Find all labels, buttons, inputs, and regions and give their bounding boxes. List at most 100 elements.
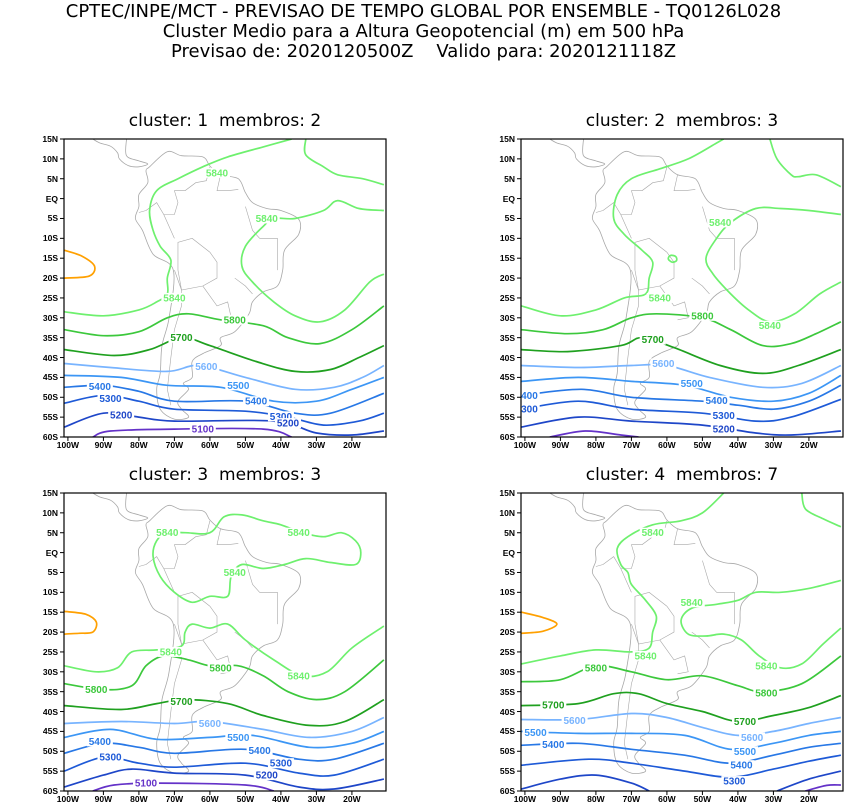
contour-label-background: [225, 732, 252, 743]
longitude-tick-label: 80W: [587, 440, 605, 450]
contour-label-background: [246, 745, 273, 756]
contour-line-5840: [521, 139, 725, 317]
contour-label-5400: 5400: [248, 746, 271, 757]
contour-line-5300: [521, 754, 842, 778]
longitude-tick-label: 40W: [272, 794, 290, 804]
contour-label-background: [540, 699, 567, 710]
contour-label-5700: 5700: [170, 333, 193, 344]
latitude-tick-label: 10N: [42, 153, 58, 164]
longitude-tick-label: 30W: [307, 794, 326, 804]
panel-title: cluster: 1 membros: 2: [128, 111, 322, 131]
longitude-tick-label: 50W: [693, 794, 712, 804]
country-border: [177, 238, 218, 291]
contour-label-5840: 5840: [156, 528, 179, 539]
contour-line-5800: [521, 312, 842, 348]
latitude-tick-label: EQ: [45, 547, 58, 558]
contour-line-5500: [521, 374, 842, 403]
contour-label-background: [678, 378, 705, 389]
contour-label-background: [732, 746, 759, 757]
contour-label-background: [193, 361, 220, 372]
latitude-tick-label: 5S: [47, 567, 58, 578]
longitude-tick-label: 70W: [165, 794, 184, 804]
longitude-tick-label: 20W: [800, 440, 818, 450]
latitude-tick-label: 60S: [499, 432, 515, 442]
contour-label-5840: 5840: [755, 661, 778, 672]
contour-map: 5840584058405800570056005500540054005300…: [60, 138, 387, 441]
contour-label-5300: 5300: [270, 759, 293, 770]
country-border: [163, 166, 211, 215]
contour-line-5840: [521, 493, 725, 665]
contour-label-background: [728, 760, 755, 771]
contour-line-5840: [303, 139, 385, 186]
longitude-tick-label: 100W: [56, 440, 79, 450]
contour-label-background: [739, 732, 766, 743]
contour-label-background: [225, 380, 252, 391]
contour-label-background: [97, 752, 124, 763]
contour-label-background: [221, 567, 248, 578]
contour-label-5800: 5800: [755, 688, 778, 699]
central-america-coastline: [92, 139, 149, 168]
contour-line-5600: [521, 712, 842, 737]
latitude-tick-label: 15S: [499, 253, 515, 264]
country-border: [673, 528, 696, 545]
figure-title-line-2: Cluster Medio para a Altura Geopotencial…: [162, 21, 685, 42]
latitude-tick-label: 55S: [499, 412, 515, 423]
contour-label-background: [646, 292, 673, 303]
contour-line-5500: [64, 374, 385, 404]
country-border: [691, 277, 710, 295]
map-frame: [520, 138, 844, 438]
latitude-tick-label: 10S: [499, 233, 515, 244]
contour-label-background: [639, 527, 666, 538]
contour-line-5100: [549, 430, 639, 437]
contour-line-5840: [800, 493, 842, 528]
latitude-tick-label: 15N: [499, 134, 515, 144]
contour-line-5100: [805, 784, 841, 791]
contour-label-background: [275, 418, 302, 429]
country-border: [624, 624, 639, 760]
contour-label-background: [540, 739, 567, 750]
map-frame: [63, 492, 387, 792]
contour-label-5800: 5800: [85, 685, 108, 696]
contour-label-5600: 5600: [563, 716, 586, 727]
contour-line-5600: [64, 362, 385, 391]
contour-label-5300: 5300: [99, 394, 122, 405]
contour-label-background: [522, 727, 549, 738]
longitude-tick-label: 40W: [729, 440, 747, 450]
latitude-tick-label: 45S: [42, 372, 58, 383]
panel-title: cluster: 2 membros: 3: [585, 111, 779, 131]
longitude-tick-label: 40W: [272, 440, 290, 450]
contour-label-background: [721, 776, 748, 787]
contour-label-5840: 5840: [163, 293, 186, 304]
longitude-tick-label: 30W: [764, 440, 783, 450]
latitude-tick-label: 30S: [42, 312, 58, 323]
latitude-tick-label: 45S: [499, 726, 515, 737]
contour-label-background: [521, 390, 540, 401]
panel-title: cluster: 3 membros: 3: [128, 465, 322, 485]
country-border: [177, 592, 218, 645]
contour-line-5700: [521, 691, 842, 723]
south-america-coastline: [591, 504, 759, 774]
contour-label-5300: 5300: [270, 412, 293, 423]
contour-label-5300: 5300: [99, 753, 122, 764]
contour-label-5840: 5840: [160, 647, 183, 658]
contour-line-5880: [64, 610, 98, 635]
contour-line-5200: [64, 411, 385, 436]
latitude-tick-label: 55S: [499, 766, 515, 777]
contour-line-5300: [521, 398, 842, 423]
map-frame: [63, 138, 387, 438]
contour-line-5200: [521, 416, 841, 436]
contour-label-background: [582, 662, 609, 673]
contour-label-background: [97, 393, 124, 404]
contour-label-5200: 5200: [277, 419, 300, 430]
contour-label-5700: 5700: [734, 717, 757, 728]
country-border: [167, 270, 182, 406]
country-border: [659, 639, 689, 675]
contour-label-background: [168, 696, 195, 707]
contour-label-5500: 5500: [734, 747, 757, 758]
contour-label-background: [196, 718, 223, 729]
latitude-tick-label: 40S: [42, 706, 58, 717]
latitude-tick-label: 50S: [499, 392, 515, 403]
latitude-tick-label: 40S: [499, 352, 515, 363]
latitude-tick-label: 35S: [42, 686, 58, 697]
contour-label-5840: 5840: [649, 293, 672, 304]
